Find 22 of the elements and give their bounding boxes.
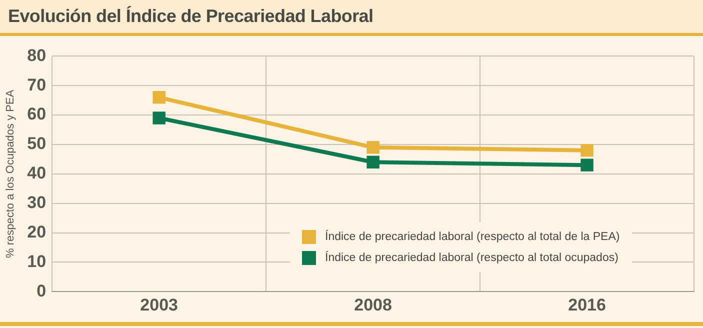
y-axis-title: % respecto a los Ocupados y PEA [4,89,17,258]
y-tick-label: 60 [27,104,46,124]
legend-label: Índice de precariedad laboral (respecto al total de la PEA) [324,229,620,244]
x-tick-label: 2016 [568,295,606,314]
point [580,144,594,157]
chart-title: Evolución del Índice de Precariedad Laboral [8,6,374,27]
x-tick-label: 2008 [354,295,392,314]
y-tick-label: 80 [27,46,46,65]
point [366,141,380,154]
point [152,91,166,104]
x-tick-label: 2003 [140,295,178,314]
y-tick-label: 30 [27,193,46,212]
point [152,112,166,124]
y-tick-label: 10 [27,252,46,271]
legend-label: Índice de precariedad laboral (respecto al total ocupados) [324,250,620,266]
point [366,156,380,168]
y-tick-label: 50 [27,134,46,154]
y-tick-label: 0 [36,281,46,300]
y-tick-label: 40 [27,164,46,183]
y-tick-label: 20 [27,222,46,242]
point [580,158,594,172]
y-tick-label: 70 [27,75,46,94]
